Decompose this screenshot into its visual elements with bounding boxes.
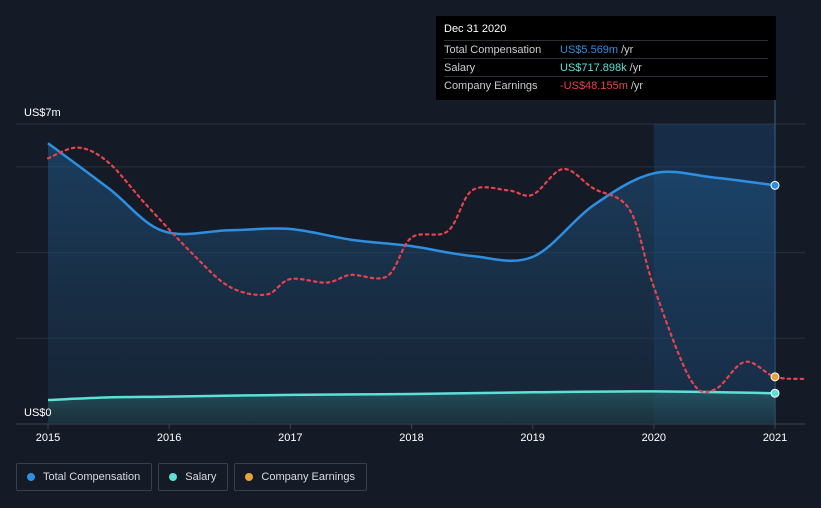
tooltip-value: US$5.569m (560, 43, 619, 56)
legend: Total Compensation Salary Company Earnin… (16, 463, 367, 491)
x-tick-label: 2015 (36, 432, 60, 444)
y-tick-label: US$7m (24, 107, 61, 119)
end-markers (770, 180, 780, 398)
salary-marker (770, 388, 780, 398)
tooltip-unit: /yr (630, 79, 644, 92)
tooltip: Dec 31 2020 Total Compensation US$5.569m… (436, 16, 776, 100)
legend-label: Salary (185, 471, 217, 483)
total-compensation-area (48, 143, 775, 425)
x-tick-label: 2017 (278, 432, 302, 444)
tooltip-value: US$717.898k (560, 61, 627, 74)
tooltip-title: Dec 31 2020 (444, 23, 507, 35)
x-tick-label: 2021 (763, 432, 787, 444)
tooltip-unit: /yr (621, 43, 634, 56)
tooltip-label: Company Earnings (444, 79, 538, 92)
legend-dot-icon (169, 473, 178, 481)
tooltip-row-total-compensation: Total Compensation US$5.569m /yr (444, 40, 768, 58)
legend-item-total-compensation[interactable]: Total Compensation (16, 463, 153, 491)
tooltip-row-salary: Salary US$717.898k /yr (444, 58, 768, 76)
total-compensation-marker (770, 180, 780, 190)
legend-item-company-earnings[interactable]: Company Earnings (234, 463, 367, 491)
x-tick-label: 2016 (157, 432, 181, 444)
legend-label: Total Compensation (43, 471, 141, 483)
tooltip-row-company-earnings: Company Earnings -US$48.155m /yr (444, 76, 768, 94)
x-tick-label: 2019 (520, 432, 544, 444)
x-tick-label: 2018 (399, 432, 423, 444)
tooltip-label: Salary (444, 61, 476, 74)
axes: US$7m US$0 2015 2016 2017 2018 2019 2020 2021 (24, 107, 787, 444)
x-tick-label: 2020 (642, 432, 666, 444)
y-tick-label: US$0 (24, 407, 52, 419)
tooltip-unit: /yr (629, 61, 642, 74)
legend-item-salary[interactable]: Salary (158, 463, 229, 491)
legend-label: Company Earnings (261, 471, 355, 483)
company-earnings-marker (770, 372, 780, 382)
legend-dot-icon (27, 473, 35, 481)
salary-area (48, 391, 775, 424)
legend-dot-icon (245, 473, 254, 481)
tooltip-label: Total Compensation (444, 43, 542, 56)
company-earnings-line (46, 146, 807, 394)
total-compensation-line (47, 142, 776, 263)
salary-line (47, 390, 776, 402)
tooltip-value: -US$48.155m (560, 79, 628, 92)
